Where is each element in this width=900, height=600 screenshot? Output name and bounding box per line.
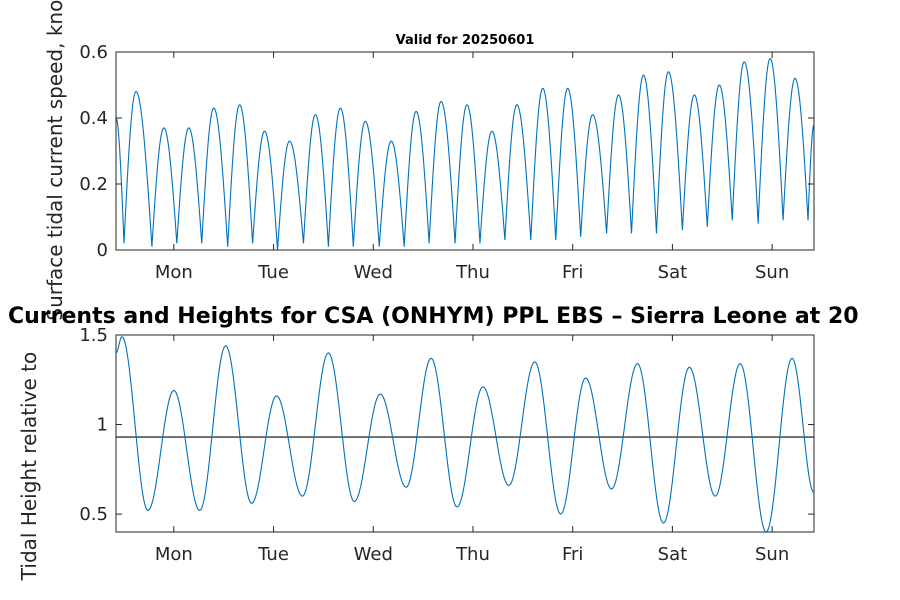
current-series-group [116,57,814,250]
x-tick-label: Fri [562,544,583,565]
current-panel-title: Valid for 20250601 [396,33,535,48]
y-tick-label: 1 [97,415,108,436]
x-tick-label: Sun [755,262,789,283]
y-tick-label: 1.5 [79,325,108,346]
tidal-height-panel: 0.5 1 1.5 Mon Tue Wed Thu Fri Sat Sun Tidal Heigh… [17,325,815,581]
figure-main-title: Currents and Heights for CSA (ONHYM) PPL… [8,304,859,329]
x-tick-label: Sat [658,544,688,565]
height-y-axis-label: Tidal Height relative to [17,352,41,581]
x-tick-label: Sat [658,262,688,283]
y-tick-label: 0.4 [79,108,108,129]
x-tick-label: Tue [257,262,289,283]
x-tick-label: Wed [354,544,393,565]
y-tick-label: 0.6 [79,42,108,63]
x-tick-label: Mon [155,544,193,565]
x-tick-label: Thu [455,544,490,565]
y-tick-label: 0.5 [79,504,108,525]
y-tick-label: 0.2 [79,174,108,195]
current-y-axis-label: Surface tidal current speed, knots [43,0,67,321]
series-line [116,57,814,250]
x-tick-label: Mon [155,262,193,283]
y-tick-label: 0 [97,240,108,261]
x-tick-label: Thu [455,262,490,283]
series-line [116,336,814,532]
x-tick-label: Sun [755,544,789,565]
height-series-group [116,336,814,532]
x-tick-label: Wed [354,262,393,283]
height-axes-box [115,334,815,533]
x-tick-label: Tue [257,544,289,565]
current-ticks-group: 0 0.2 0.4 0.6 Mon Tue Wed Thu Fri Sat Sun [79,42,814,283]
x-tick-label: Fri [562,262,583,283]
current-axes-box [115,51,815,251]
height-ticks-group: 0.5 1 1.5 Mon Tue Wed Thu Fri Sat Sun [79,325,814,565]
current-speed-panel: 0 0.2 0.4 0.6 Mon Tue Wed Thu Fri Sat Sun Valid fo… [43,0,815,321]
